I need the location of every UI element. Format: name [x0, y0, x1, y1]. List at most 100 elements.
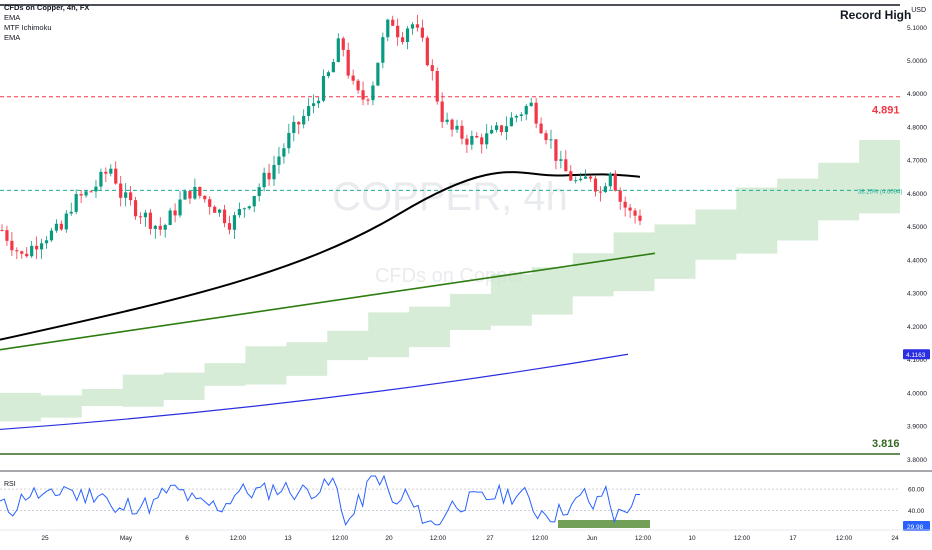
- candle-body: [163, 224, 167, 230]
- candle-body: [554, 139, 558, 161]
- candle-body: [430, 65, 434, 72]
- indicator-ichimoku[interactable]: MTF Ichimoku: [4, 23, 52, 32]
- candle-body: [138, 216, 143, 218]
- candle-body: [633, 210, 637, 216]
- candle-body: [405, 28, 410, 42]
- candle-body: [465, 138, 469, 145]
- candle-body: [316, 100, 321, 104]
- rsi-tick-1: 40.00: [908, 508, 925, 515]
- candle-body: [435, 71, 439, 102]
- candle-body: [84, 191, 88, 196]
- candle-body: [252, 196, 256, 207]
- candle-body: [351, 75, 355, 81]
- time-tick-16: 24: [891, 535, 899, 542]
- candle-body: [10, 240, 14, 251]
- price-tick-4: 4.7000: [907, 158, 927, 165]
- candle-body: [361, 90, 365, 100]
- candle-body: [529, 102, 533, 106]
- candle-body: [109, 168, 113, 174]
- candle-body: [133, 200, 138, 217]
- candle-body: [277, 156, 281, 165]
- time-tick-7: 12:00: [430, 535, 447, 542]
- candles: [0, 14, 642, 260]
- candle-body: [30, 245, 34, 257]
- candle-body: [638, 215, 642, 221]
- candle-body: [623, 201, 627, 208]
- candle-body: [64, 213, 68, 230]
- candle-body: [178, 199, 182, 216]
- candle-body: [593, 178, 598, 192]
- candle-body: [79, 194, 83, 196]
- currency-label: USD: [911, 7, 926, 14]
- candle-body: [391, 19, 395, 26]
- watermark-name: CFDs on Copper: [375, 265, 525, 287]
- candle-body: [514, 115, 518, 118]
- time-tick-3: 12:00: [230, 535, 247, 542]
- candle-body: [247, 206, 251, 209]
- support-label: 3.816: [872, 438, 900, 450]
- candle-body: [386, 19, 390, 38]
- record-high-label: Record High: [840, 8, 912, 22]
- candle-body: [524, 105, 528, 115]
- candle-body: [490, 129, 494, 134]
- price-tick-9: 4.2000: [907, 324, 927, 331]
- candle-body: [237, 208, 241, 216]
- candle-body: [143, 212, 148, 218]
- rsi-line: [0, 474, 640, 526]
- candle-body: [341, 38, 345, 50]
- candle-body: [104, 171, 108, 174]
- price-tick-10: 4.1000: [907, 357, 927, 364]
- candle-body: [208, 199, 212, 207]
- fib-level-label: 38.20% (4.6094): [858, 189, 902, 195]
- candle-body: [415, 24, 420, 28]
- rsi-oversold-zone: [558, 520, 650, 528]
- candle-body: [475, 136, 479, 138]
- candle-body: [326, 72, 331, 77]
- ema-price-tag-label: 4.1163: [906, 352, 926, 359]
- symbol-title: CFDs on Copper, 4h, FX: [4, 3, 90, 12]
- candle-body: [618, 190, 622, 202]
- candle-body: [307, 106, 311, 116]
- time-tick-2: 6: [185, 535, 189, 542]
- candle-body: [376, 62, 380, 86]
- candle-body: [603, 186, 607, 193]
- indicator-ema-2[interactable]: EMA: [4, 33, 21, 42]
- candle-body: [559, 159, 563, 161]
- rsi-value-label: 29.98: [907, 524, 924, 531]
- candle-body: [485, 133, 489, 145]
- candle-body: [579, 178, 583, 181]
- candle-body: [574, 180, 578, 182]
- price-tick-5: 4.6000: [907, 191, 927, 198]
- candle-body: [213, 206, 217, 213]
- indicator-ema-1[interactable]: EMA: [4, 13, 21, 22]
- candle-body: [534, 102, 538, 124]
- candle-body: [69, 211, 73, 214]
- time-tick-1: May: [120, 535, 133, 542]
- candle-body: [183, 191, 187, 200]
- candle-body: [94, 186, 98, 192]
- candle-body: [628, 207, 632, 211]
- candle-body: [153, 225, 157, 229]
- candle-body: [564, 159, 568, 172]
- candle-body: [588, 176, 593, 179]
- candle-body: [425, 37, 429, 66]
- candle-body: [193, 186, 197, 199]
- candle-body: [35, 245, 39, 250]
- price-tick-6: 4.5000: [907, 224, 927, 231]
- candle-body: [292, 121, 296, 133]
- candle-body: [499, 125, 504, 132]
- candle-body: [89, 191, 93, 193]
- candle-body: [455, 125, 459, 130]
- candle-body: [381, 37, 385, 63]
- candle-body: [227, 223, 232, 230]
- time-tick-4: 13: [284, 535, 292, 542]
- candle-body: [583, 176, 588, 179]
- candle-body: [420, 27, 424, 38]
- candle-body: [494, 125, 499, 130]
- candle-body: [262, 172, 266, 188]
- candle-body: [54, 223, 59, 231]
- candle-body: [504, 126, 509, 132]
- time-tick-12: 10: [688, 535, 696, 542]
